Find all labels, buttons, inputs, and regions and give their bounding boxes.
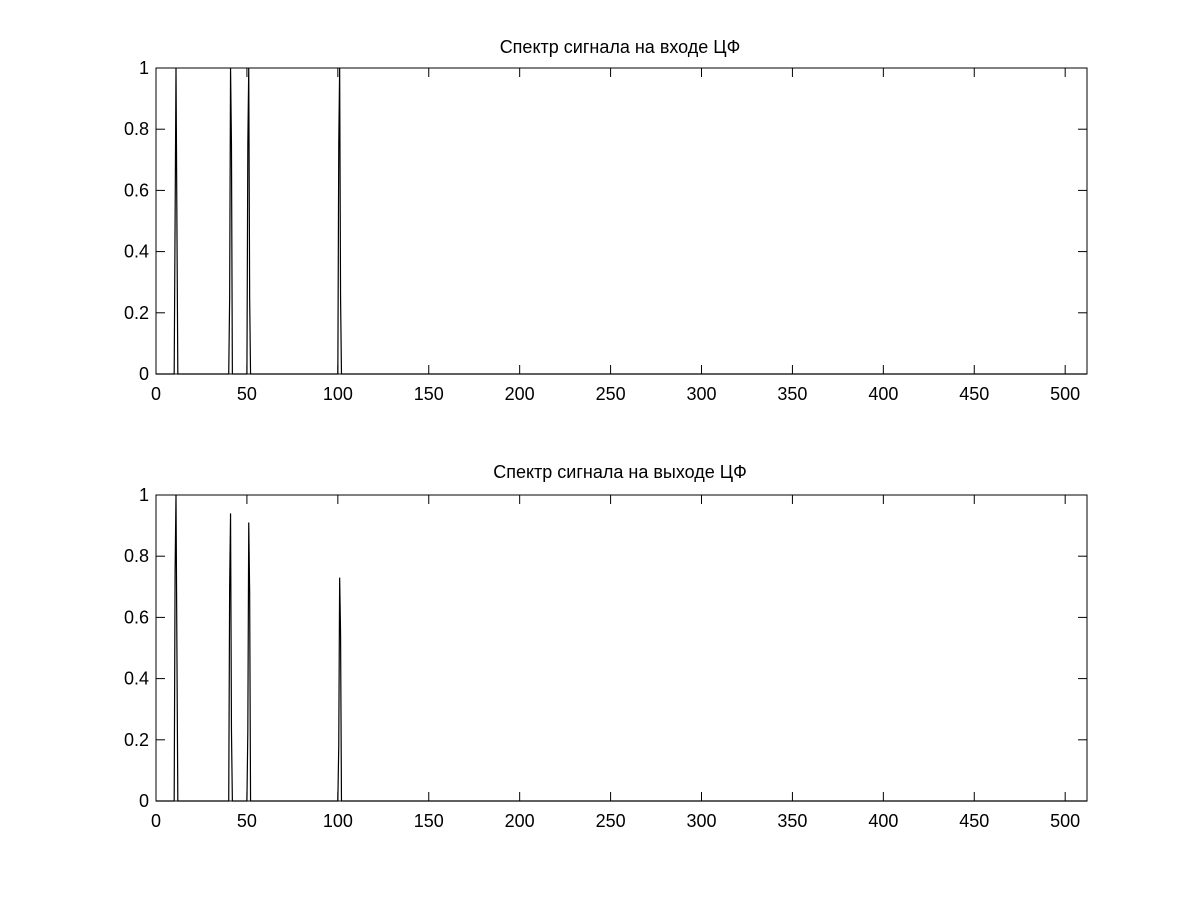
x-tick-label: 0 xyxy=(151,384,161,404)
subplot-title: Спектр сигнала на выходе ЦФ xyxy=(493,462,747,482)
x-tick-label: 400 xyxy=(868,811,898,831)
x-tick-group: 0 50 100 150 200 250 300 350 400 450 500 xyxy=(151,68,1080,404)
x-tick-label: 0 xyxy=(151,811,161,831)
x-tick-label: 100 xyxy=(323,384,353,404)
subplot-output-spectrum: Спектр сигнала на выходе ЦФ 0 50 100 150 200… xyxy=(124,462,1088,831)
y-tick-label: 1 xyxy=(139,485,149,505)
x-tick-label: 150 xyxy=(414,811,444,831)
y-tick-label: 0.6 xyxy=(124,607,149,627)
x-tick-label: 50 xyxy=(237,811,257,831)
y-tick-label: 0.8 xyxy=(124,546,149,566)
x-tick-label: 350 xyxy=(777,384,807,404)
y-tick-label: 0.6 xyxy=(124,180,149,200)
x-tick-label: 350 xyxy=(777,811,807,831)
y-tick-label: 0.2 xyxy=(124,730,149,750)
x-tick-label: 200 xyxy=(505,384,535,404)
y-tick-label: 0.2 xyxy=(124,303,149,323)
x-tick-label: 450 xyxy=(959,811,989,831)
x-tick-label: 300 xyxy=(686,811,716,831)
x-tick-label: 250 xyxy=(596,811,626,831)
y-tick-label: 0.4 xyxy=(124,242,149,262)
y-tick-label: 1 xyxy=(139,58,149,78)
x-tick-label: 100 xyxy=(323,811,353,831)
x-tick-label: 50 xyxy=(237,384,257,404)
subplot-title: Спектр сигнала на входе ЦФ xyxy=(500,37,741,57)
x-tick-group: 0 50 100 150 200 250 300 350 400 450 500 xyxy=(151,495,1080,831)
x-tick-label: 400 xyxy=(868,384,898,404)
x-tick-label: 250 xyxy=(596,384,626,404)
subplot-input-spectrum: Спектр сигнала на входе ЦФ 0 50 100 150 200 2… xyxy=(124,37,1088,404)
plot-area xyxy=(155,67,1088,375)
y-tick-label: 0 xyxy=(139,791,149,811)
x-tick-label: 450 xyxy=(959,384,989,404)
y-tick-label: 0.8 xyxy=(124,119,149,139)
x-tick-label: 300 xyxy=(686,384,716,404)
series-line xyxy=(156,67,1087,375)
y-tick-label: 0 xyxy=(139,364,149,384)
x-tick-label: 500 xyxy=(1050,811,1080,831)
y-tick-group: 0 0.2 0.4 0.6 0.8 1 xyxy=(124,485,1087,811)
y-tick-label: 0.4 xyxy=(124,669,149,689)
x-tick-label: 150 xyxy=(414,384,444,404)
y-tick-group: 0 0.2 0.4 0.6 0.8 1 xyxy=(124,58,1087,384)
series-line xyxy=(156,494,1087,802)
x-tick-label: 500 xyxy=(1050,384,1080,404)
plot-area xyxy=(155,494,1088,802)
x-tick-label: 200 xyxy=(505,811,535,831)
